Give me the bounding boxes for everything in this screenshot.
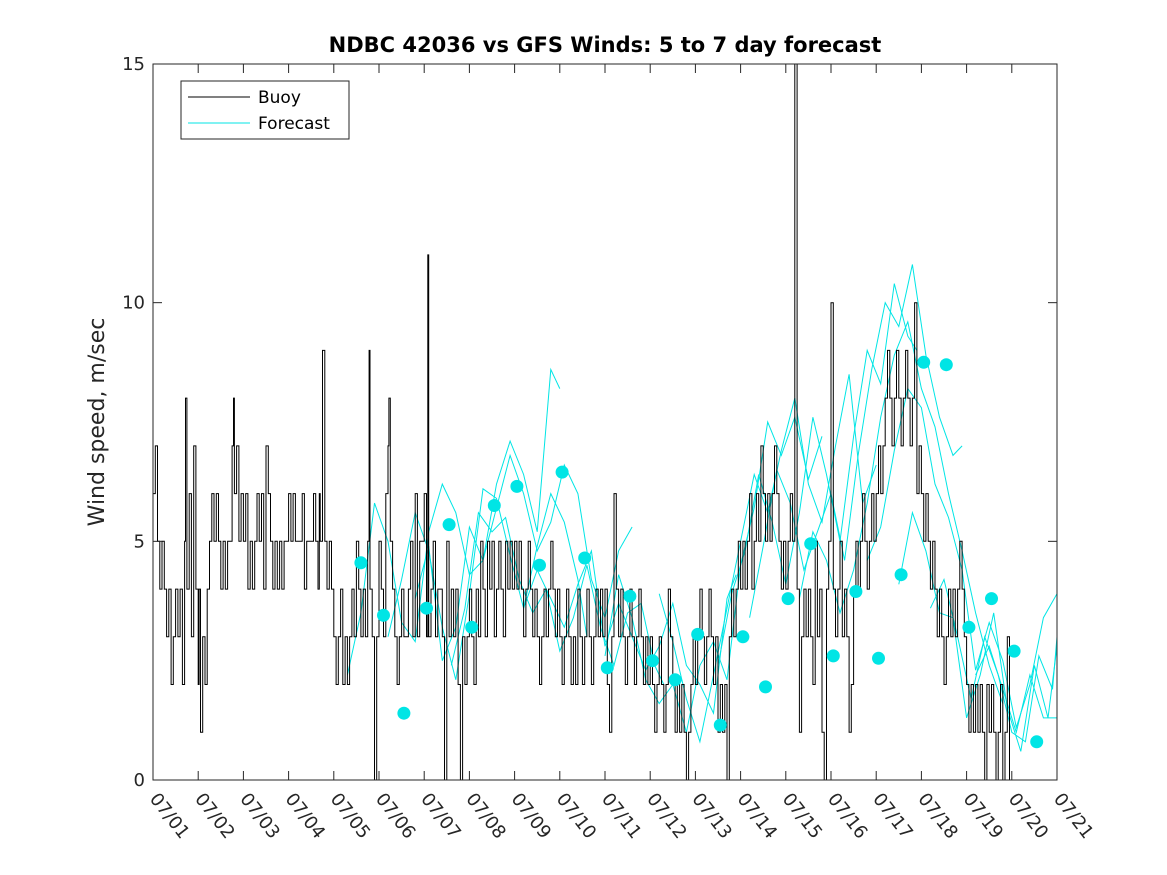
forecast-marker: [487, 499, 501, 512]
forecast-markers: [354, 355, 1044, 749]
forecast-marker: [917, 355, 931, 369]
forecast-series-line: [387, 487, 588, 680]
x-tick-label: 07/13: [687, 789, 735, 843]
forecast-marker: [555, 465, 569, 479]
x-tick-label: 07/21: [1049, 789, 1097, 843]
plot-area: [153, 64, 1057, 780]
x-tick-label: 07/11: [597, 789, 645, 843]
x-tick-label: 07/15: [778, 789, 826, 843]
forecast-series-line: [898, 510, 1058, 752]
forecast-marker: [826, 649, 840, 663]
forecast-marker: [420, 601, 433, 615]
legend-forecast-label: Forecast: [258, 114, 330, 134]
x-tick-label: 07/19: [959, 789, 1007, 843]
forecast-marker: [849, 585, 863, 598]
x-tick-label: 07/06: [371, 789, 419, 843]
forecast-marker: [442, 518, 456, 532]
x-tick-label: 07/04: [281, 789, 329, 843]
y-tick-label: 15: [122, 54, 145, 75]
x-tick-label: 07/01: [145, 789, 193, 843]
forecast-marker: [691, 627, 705, 641]
x-tick-label: 07/02: [190, 789, 238, 843]
forecast-marker: [377, 608, 390, 622]
x-tick-label: 07/20: [1004, 789, 1052, 843]
buoy-series-line: [153, 63, 1010, 781]
forecast-marker: [668, 673, 682, 687]
forecast-marker: [510, 479, 524, 493]
x-tick-label: 07/08: [461, 789, 509, 843]
legend-buoy-label: Buoy: [258, 88, 301, 108]
y-axis: 0 5 10 15: [122, 54, 1057, 791]
y-tick-label: 5: [134, 531, 145, 552]
y-tick-label: 10: [122, 293, 145, 314]
x-tick-label: 07/03: [235, 789, 283, 843]
forecast-marker: [1007, 644, 1021, 658]
x-tick-label: 07/18: [913, 789, 961, 843]
legend-box: [180, 80, 350, 140]
forecast-marker: [713, 718, 727, 732]
forecast-series-line: [346, 367, 561, 676]
forecast-marker: [804, 537, 818, 551]
forecast-marker: [781, 592, 795, 606]
forecast-marker: [894, 568, 908, 582]
forecast-marker: [1030, 735, 1044, 749]
forecast-marker: [985, 592, 998, 606]
legend: Buoy Forecast: [180, 80, 350, 140]
forecast-marker: [759, 680, 772, 694]
forecast-marker: [533, 558, 546, 572]
forecast-marker: [872, 651, 885, 665]
forecast-marker: [646, 654, 659, 668]
chart-title: NDBC 42036 vs GFS Winds: 5 to 7 day fore…: [329, 33, 882, 57]
forecast-series-line: [975, 644, 1057, 735]
x-tick-label: 07/17: [868, 789, 916, 843]
forecast-series-line: [749, 264, 963, 618]
x-tick-label: 07/10: [552, 789, 600, 843]
x-tick-label: 07/16: [823, 789, 871, 843]
y-tick-label: 0: [134, 770, 145, 791]
x-tick-label: 07/07: [416, 789, 464, 843]
x-tick-label: 07/09: [507, 789, 555, 843]
forecast-marker: [939, 358, 953, 372]
y-axis-label: Wind speed, m/sec: [85, 318, 110, 527]
x-tick-label: 07/14: [733, 789, 781, 843]
forecast-marker: [962, 620, 976, 634]
buoy-line: [153, 63, 1010, 781]
forecast-marker: [354, 556, 368, 570]
forecast-marker: [578, 551, 592, 565]
forecast-marker: [736, 630, 750, 644]
forecast-marker: [397, 706, 411, 720]
forecast-marker: [623, 589, 637, 603]
x-tick-label: 07/12: [642, 789, 690, 843]
forecast-marker: [600, 661, 614, 675]
forecast-marker: [465, 620, 479, 634]
x-tick-label: 07/05: [326, 789, 374, 843]
